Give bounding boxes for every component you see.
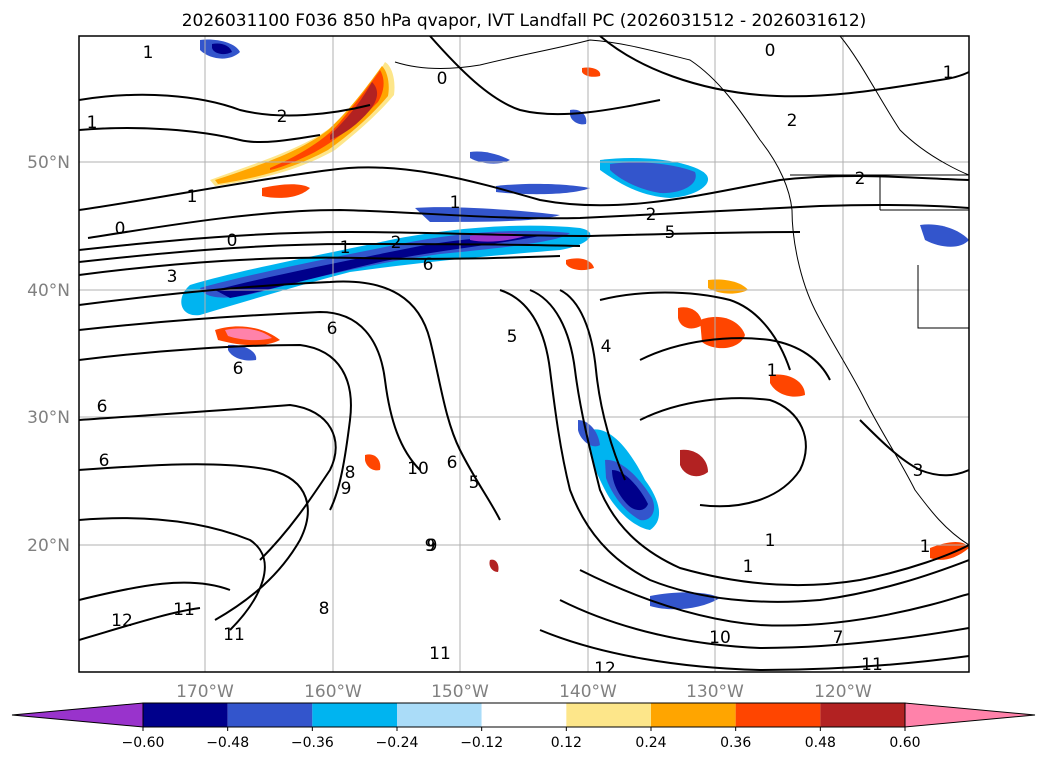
colorbar-swatch bbox=[820, 703, 905, 727]
lon-label: 170°W bbox=[176, 682, 234, 702]
lon-label: 160°W bbox=[304, 682, 362, 702]
contour-label: 10 bbox=[407, 459, 429, 479]
colorbar: −0.60 −0.48 −0.36 −0.24 −0.12 0.12 0.24 0.36 0.4… bbox=[11, 702, 1036, 751]
colorbar-tick-label: −0.36 bbox=[291, 735, 334, 751]
colorbar-tick-label: −0.60 bbox=[122, 735, 165, 751]
contour-label: 5 bbox=[665, 223, 676, 243]
colorbar-swatch bbox=[651, 703, 736, 727]
colorbar-tick-label: 0.60 bbox=[889, 735, 920, 751]
ivt-contours bbox=[79, 36, 969, 672]
contour-label: 7 bbox=[833, 628, 844, 648]
contour-label: 2 bbox=[277, 107, 288, 127]
contour-label: 2 bbox=[646, 205, 657, 225]
contour-label: 1 bbox=[87, 113, 98, 133]
latitude-labels: 50°N 40°N 30°N 20°N bbox=[27, 153, 70, 556]
contour-label: 1 bbox=[143, 43, 154, 63]
contour-label: 8 bbox=[345, 463, 356, 483]
contour-label: 6 bbox=[447, 453, 458, 473]
lon-label: 120°W bbox=[814, 682, 872, 702]
colorbar-tick-label: −0.12 bbox=[460, 735, 503, 751]
contour-label: 11 bbox=[173, 600, 195, 620]
colorbar-outline bbox=[142, 702, 906, 728]
colorbar-swatch bbox=[227, 703, 313, 727]
contour-label: 4 bbox=[601, 337, 612, 357]
contour-label: 1 bbox=[765, 531, 776, 551]
contour-label: 5 bbox=[507, 327, 518, 347]
coastline bbox=[394, 36, 969, 546]
graticule bbox=[79, 36, 969, 672]
contour-label: 11 bbox=[429, 644, 451, 664]
contour-label: 9 bbox=[427, 536, 438, 556]
contour-label: 3 bbox=[167, 267, 178, 287]
contour-label: 1 bbox=[743, 557, 754, 577]
contour-label: 0 bbox=[115, 219, 126, 239]
contour-label: 9 bbox=[425, 536, 436, 556]
lon-label: 140°W bbox=[559, 682, 617, 702]
contour-label: 12 bbox=[111, 611, 133, 631]
colorbar-swatch bbox=[481, 703, 567, 727]
contour-label: 2 bbox=[787, 111, 798, 131]
contour-label: 3 bbox=[913, 461, 924, 481]
contour-label: 11 bbox=[861, 655, 883, 675]
colorbar-tick-label: −0.48 bbox=[206, 735, 249, 751]
colorbar-extend-max bbox=[904, 702, 1036, 728]
contour-label: 0 bbox=[765, 41, 776, 61]
contour-label: 1 bbox=[767, 361, 778, 381]
colorbar-extend-min bbox=[11, 702, 144, 728]
contour-label: 12 bbox=[594, 659, 616, 679]
colorbar-tick-label: 0.24 bbox=[635, 735, 666, 751]
colorbar-tick-label: 0.36 bbox=[720, 735, 751, 751]
contour-label: 1 bbox=[450, 193, 461, 213]
lat-label: 30°N bbox=[27, 408, 70, 428]
contour-label: 9 bbox=[341, 479, 352, 499]
contour-label: 1 bbox=[187, 187, 198, 207]
lat-label: 40°N bbox=[27, 281, 70, 301]
colorbar-tick-label: −0.24 bbox=[376, 735, 419, 751]
contour-label: 8 bbox=[319, 599, 330, 619]
colorbar-tick-label: 0.48 bbox=[805, 735, 836, 751]
lat-label: 20°N bbox=[27, 536, 70, 556]
lon-label: 150°W bbox=[431, 682, 489, 702]
contour-label: 6 bbox=[327, 319, 338, 339]
contour-label: 6 bbox=[423, 255, 434, 275]
contour-label: 2 bbox=[391, 233, 402, 253]
contour-label: 6 bbox=[233, 359, 244, 379]
figure-title: 2026031100 F036 850 hPa qvapor, IVT Land… bbox=[182, 11, 867, 31]
contour-label: 1 bbox=[920, 537, 931, 557]
contour-label: 2 bbox=[855, 169, 866, 189]
contour-label: 1 bbox=[943, 63, 954, 83]
contour-label-group: 1 2 1 0 1 0 0 3 1 2 6 6 6 6 6 1 2 5 4 5 bbox=[87, 41, 954, 679]
moisture-band-core bbox=[215, 235, 540, 298]
longitude-labels: 170°W 160°W 150°W 140°W 130°W 120°W bbox=[176, 682, 872, 702]
colorbar-swatch bbox=[397, 703, 482, 727]
contour-label: 6 bbox=[97, 397, 108, 417]
colorbar-swatch bbox=[566, 703, 651, 727]
lat-label: 50°N bbox=[27, 153, 70, 173]
colorbar-swatch bbox=[735, 703, 821, 727]
lon-label: 130°W bbox=[686, 682, 744, 702]
contour-label: 11 bbox=[223, 625, 245, 645]
contour-label: 6 bbox=[99, 451, 110, 471]
colorbar-swatch bbox=[312, 703, 397, 727]
colorbar-swatch bbox=[143, 703, 228, 727]
contour-label: 0 bbox=[437, 69, 448, 89]
contour-label: 1 bbox=[340, 238, 351, 258]
map-panel: 1 2 1 0 1 0 0 3 1 2 6 6 6 6 6 1 2 5 4 5 bbox=[78, 35, 970, 679]
contour-label: 10 bbox=[709, 628, 731, 648]
contour-label: 5 bbox=[469, 473, 480, 493]
colorbar-tick-label: 0.12 bbox=[551, 735, 582, 751]
contour-label: 0 bbox=[227, 231, 238, 251]
